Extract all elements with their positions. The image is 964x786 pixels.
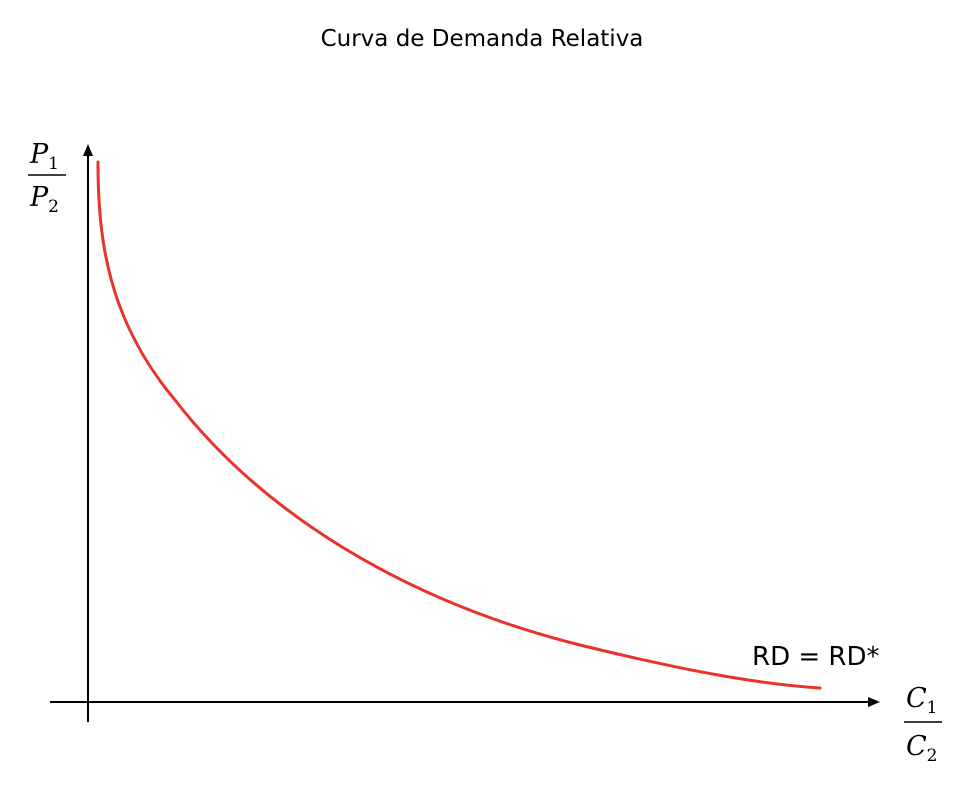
x-label-numerator: C <box>906 683 927 714</box>
svg-text:P1: P1 <box>29 139 59 174</box>
svg-text:P2: P2 <box>29 182 59 217</box>
x-label-denominator: C <box>906 731 927 762</box>
diagram-title: Curva de Demanda Relativa <box>320 26 644 52</box>
y-axis-arrowhead <box>83 144 93 156</box>
y-label-denominator: P <box>29 182 49 213</box>
x-label-numerator-sub: 1 <box>927 698 938 718</box>
y-label-numerator-sub: 1 <box>48 154 59 174</box>
y-label-denominator-sub: 2 <box>48 197 59 217</box>
svg-text:C1: C1 <box>906 683 938 718</box>
x-axis-arrowhead <box>868 697 880 707</box>
curve-label: RD = RD* <box>752 642 880 672</box>
svg-text:C2: C2 <box>906 731 938 766</box>
x-label-denominator-sub: 2 <box>927 746 938 766</box>
relative-demand-curve <box>96 160 822 690</box>
x-axis-label: C1 C2 <box>904 683 942 766</box>
y-label-numerator: P <box>29 139 49 170</box>
y-axis-label: P1 P2 <box>28 139 66 217</box>
